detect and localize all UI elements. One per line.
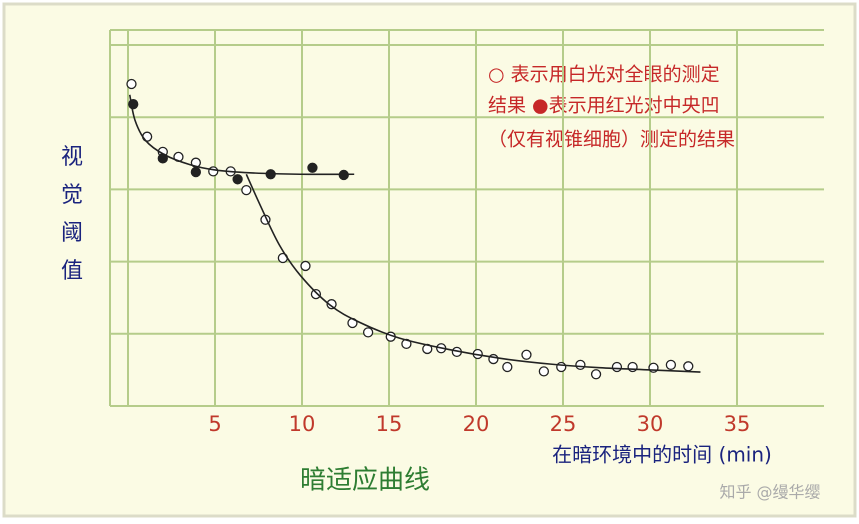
annotation: 结果 ●表示用红光对中央凹 bbox=[488, 95, 720, 117]
watermark: 知乎 @缦华缨 bbox=[719, 483, 820, 502]
x-tick-label: 35 bbox=[724, 412, 751, 436]
open-point bbox=[502, 361, 513, 373]
x-axis-label: 在暗环境中的时间 (min) bbox=[552, 443, 772, 467]
open-point bbox=[310, 288, 322, 300]
open-point bbox=[683, 361, 694, 372]
y-label: 视觉阈值 bbox=[61, 145, 83, 284]
open-point bbox=[590, 369, 602, 380]
open-point bbox=[326, 299, 337, 310]
y-axis-label-text: 视觉阈值 bbox=[61, 145, 83, 284]
open-point bbox=[362, 327, 374, 338]
filled-point bbox=[232, 174, 243, 185]
x-tick-label: 10 bbox=[289, 412, 316, 436]
fit-curve bbox=[128, 94, 355, 176]
x-tick-label: 25 bbox=[550, 412, 577, 436]
x-tick-label: 5 bbox=[208, 412, 221, 436]
annotation: ○ 表示用白光对全眼的测定 bbox=[488, 64, 720, 86]
x-tick-label: 20 bbox=[463, 412, 490, 436]
open-point bbox=[665, 359, 677, 370]
open-point bbox=[126, 78, 137, 90]
open-point bbox=[300, 260, 311, 272]
open-point bbox=[521, 349, 532, 360]
open-point bbox=[488, 353, 499, 365]
open-point bbox=[538, 366, 550, 377]
filled-point bbox=[190, 166, 202, 178]
chart-title: 暗适应曲线 bbox=[300, 466, 430, 496]
x-tick-label: 30 bbox=[637, 412, 664, 436]
open-point bbox=[627, 361, 638, 373]
open-point bbox=[208, 166, 219, 177]
open-point bbox=[556, 361, 567, 373]
filled-point bbox=[307, 162, 318, 173]
x-tick-label: 15 bbox=[376, 412, 403, 436]
open-point bbox=[575, 359, 586, 370]
fit-curve bbox=[245, 173, 701, 373]
annotation: （仅有视锥细胞）测定的结果 bbox=[488, 129, 735, 151]
open-point bbox=[611, 361, 623, 373]
open-point bbox=[241, 184, 252, 196]
